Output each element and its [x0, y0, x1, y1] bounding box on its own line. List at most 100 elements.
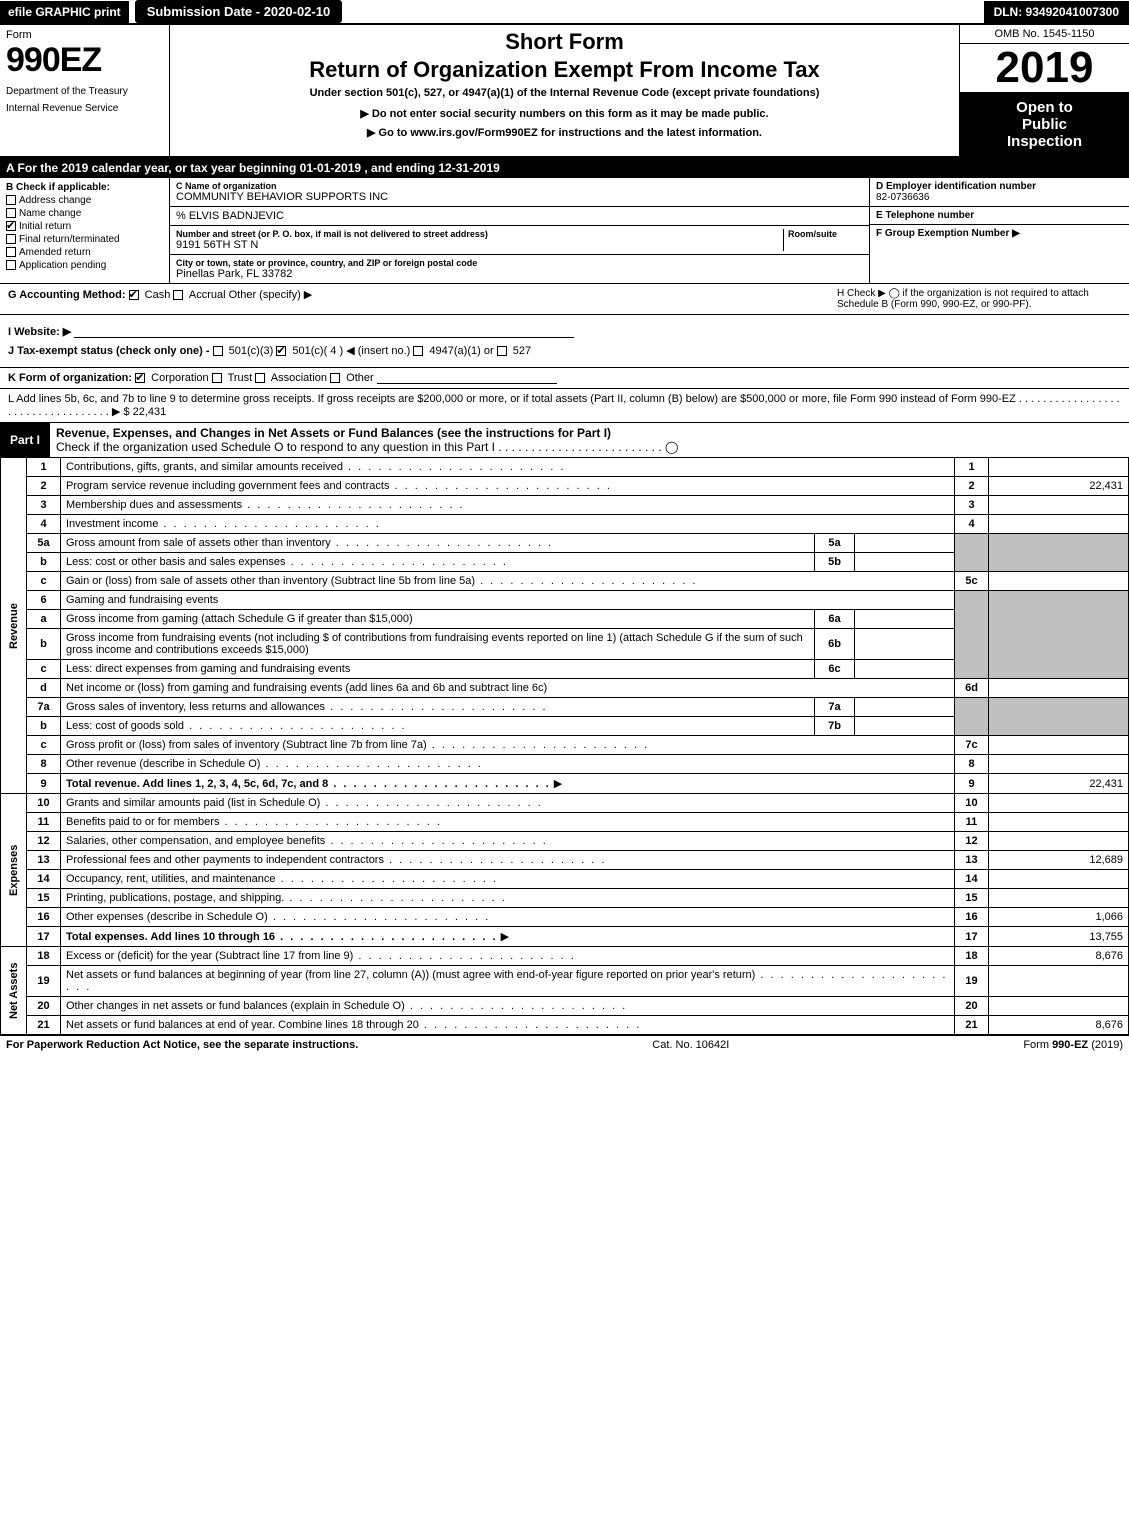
line-text: Salaries, other compensation, and employ…	[61, 832, 955, 851]
line-num: 9	[27, 774, 61, 794]
inspection-line3: Inspection	[962, 133, 1127, 150]
line-box: 1	[955, 458, 989, 477]
form-label: Form	[6, 29, 163, 41]
section-c: C Name of organization COMMUNITY BEHAVIO…	[170, 178, 869, 283]
irs-link[interactable]: www.irs.gov/Form990EZ	[410, 127, 537, 139]
line-num: 2	[27, 477, 61, 496]
part1-tag: Part I	[0, 430, 50, 450]
opt-corporation: Corporation	[151, 372, 208, 384]
omb-number: OMB No. 1545-1150	[960, 25, 1129, 44]
line-num: 8	[27, 755, 61, 774]
table-row: 6 Gaming and fundraising events	[1, 591, 1129, 610]
line-text: Excess or (deficit) for the year (Subtra…	[61, 947, 955, 966]
chk-amended-return[interactable]: Amended return	[6, 247, 163, 258]
expenses-side-label: Expenses	[1, 794, 27, 947]
inner-box: 6b	[815, 629, 855, 660]
line-text: Gross income from gaming (attach Schedul…	[61, 610, 815, 629]
line-num: c	[27, 736, 61, 755]
chk-501c3[interactable]	[213, 346, 223, 356]
line-amount	[989, 832, 1129, 851]
line-num: c	[27, 572, 61, 591]
line-amount	[989, 997, 1129, 1016]
line-text: Less: cost of goods sold	[61, 717, 815, 736]
line-amount	[989, 515, 1129, 534]
website-input[interactable]	[74, 326, 574, 338]
line-num: 6	[27, 591, 61, 610]
table-row: 3 Membership dues and assessments 3	[1, 496, 1129, 515]
section-d-e-f: D Employer identification number 82-0736…	[869, 178, 1129, 283]
line-text: Gross income from fundraising events (no…	[61, 629, 815, 660]
line-amount: 8,676	[989, 1016, 1129, 1035]
chk-trust[interactable]	[212, 373, 222, 383]
section-b: B Check if applicable: Address change Na…	[0, 178, 170, 283]
inner-amount	[855, 629, 955, 660]
chk-final-return[interactable]: Final return/terminated	[6, 234, 163, 245]
part1-title: Revenue, Expenses, and Changes in Net As…	[50, 423, 1129, 457]
chk-accrual[interactable]	[173, 290, 183, 300]
line-text: Gross sales of inventory, less returns a…	[61, 698, 815, 717]
room-label: Room/suite	[788, 229, 863, 239]
street-address: 9191 56TH ST N	[176, 239, 783, 251]
chk-address-change[interactable]: Address change	[6, 195, 163, 206]
table-row: 20 Other changes in net assets or fund b…	[1, 997, 1129, 1016]
line-num: 14	[27, 870, 61, 889]
line-box: 6d	[955, 679, 989, 698]
line-box: 8	[955, 755, 989, 774]
line-text: Other expenses (describe in Schedule O)	[61, 908, 955, 927]
line-num: 7a	[27, 698, 61, 717]
form-number: 990EZ	[6, 41, 163, 80]
line-box: 9	[955, 774, 989, 794]
chk-cash[interactable]	[129, 290, 139, 300]
line-box: 15	[955, 889, 989, 908]
header-right: OMB No. 1545-1150 2019 Open to Public In…	[959, 25, 1129, 156]
line-num: 18	[27, 947, 61, 966]
chk-initial-return[interactable]: Initial return	[6, 221, 163, 232]
part1-table: Revenue 1 Contributions, gifts, grants, …	[0, 457, 1129, 1035]
chk-label: Final return/terminated	[19, 234, 120, 245]
section-k: K Form of organization: Corporation Trus…	[0, 368, 1129, 389]
chk-label: Name change	[19, 208, 81, 219]
ein-label: D Employer identification number	[876, 181, 1123, 192]
line-num: 13	[27, 851, 61, 870]
top-bar: efile GRAPHIC print Submission Date - 20…	[0, 0, 1129, 25]
inner-box: 7a	[815, 698, 855, 717]
line-num: a	[27, 610, 61, 629]
line-amount	[989, 679, 1129, 698]
table-row: c Gain or (loss) from sale of assets oth…	[1, 572, 1129, 591]
chk-label: Amended return	[19, 247, 91, 258]
website-label: I Website: ▶	[8, 326, 71, 338]
line-amount	[989, 794, 1129, 813]
line-num: c	[27, 660, 61, 679]
phone-label: E Telephone number	[876, 210, 1123, 221]
inner-amount	[855, 698, 955, 717]
table-row: 21 Net assets or fund balances at end of…	[1, 1016, 1129, 1035]
table-row: Expenses 10 Grants and similar amounts p…	[1, 794, 1129, 813]
line-amount	[989, 496, 1129, 515]
accounting-method-label: G Accounting Method:	[8, 289, 126, 301]
tax-year: 2019	[960, 44, 1129, 93]
line-box: 12	[955, 832, 989, 851]
efile-print-label[interactable]: efile GRAPHIC print	[0, 1, 129, 23]
table-row: 13 Professional fees and other payments …	[1, 851, 1129, 870]
chk-corporation[interactable]	[135, 373, 145, 383]
chk-527[interactable]	[497, 346, 507, 356]
org-name: COMMUNITY BEHAVIOR SUPPORTS INC	[176, 191, 863, 203]
line-box: 10	[955, 794, 989, 813]
chk-application-pending[interactable]: Application pending	[6, 260, 163, 271]
chk-other-org[interactable]	[330, 373, 340, 383]
shaded-cell	[955, 698, 989, 736]
chk-4947[interactable]	[413, 346, 423, 356]
table-row: 19 Net assets or fund balances at beginn…	[1, 966, 1129, 997]
netassets-side-label: Net Assets	[1, 947, 27, 1035]
chk-name-change[interactable]: Name change	[6, 208, 163, 219]
chk-association[interactable]	[255, 373, 265, 383]
chk-501c[interactable]	[276, 346, 286, 356]
line-amount: 1,066	[989, 908, 1129, 927]
form-title: Return of Organization Exempt From Incom…	[178, 57, 951, 83]
other-org-input[interactable]	[377, 372, 557, 384]
inner-box: 7b	[815, 717, 855, 736]
line-box: 7c	[955, 736, 989, 755]
line-text: Gross amount from sale of assets other t…	[61, 534, 815, 553]
line-box: 21	[955, 1016, 989, 1035]
ssn-warning: ▶ Do not enter social security numbers o…	[178, 107, 951, 120]
